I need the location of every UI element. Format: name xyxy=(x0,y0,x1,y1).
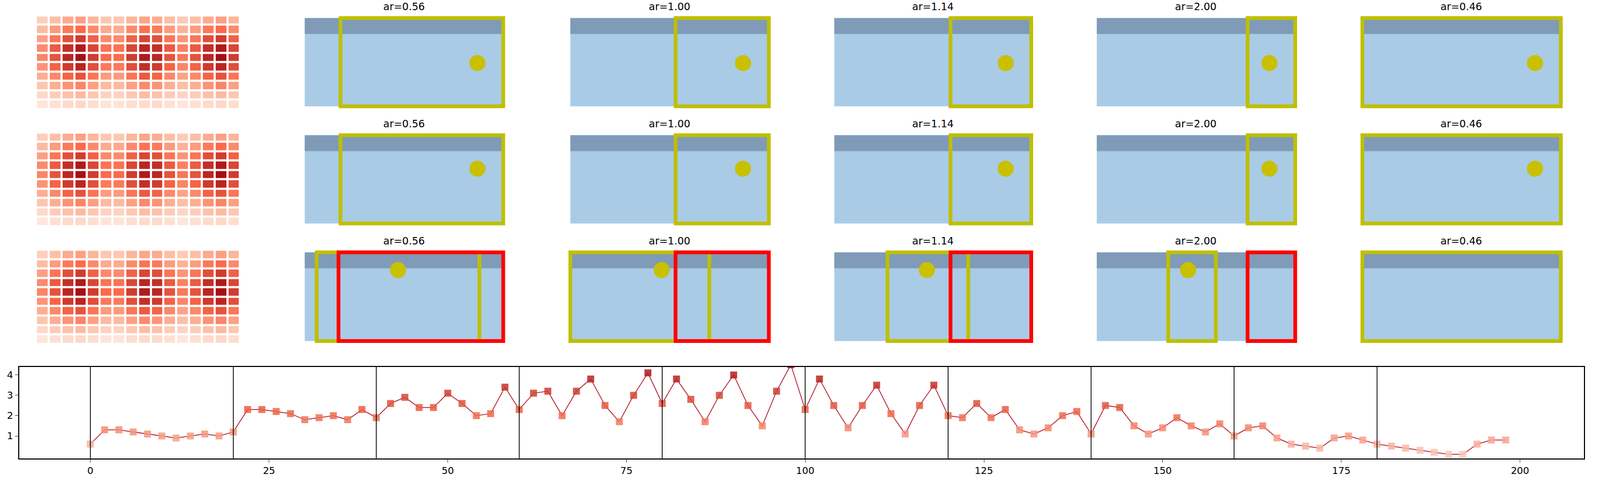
svg-text:ar=1.14: ar=1.14 xyxy=(912,117,954,130)
svg-text:3: 3 xyxy=(6,389,13,401)
svg-text:ar=0.56: ar=0.56 xyxy=(383,234,426,247)
svg-text:ar=1.00: ar=1.00 xyxy=(648,0,691,13)
svg-text:0: 0 xyxy=(87,465,94,477)
svg-text:75: 75 xyxy=(620,465,633,477)
svg-text:175: 175 xyxy=(1332,465,1351,477)
svg-text:25: 25 xyxy=(262,465,276,477)
svg-text:1: 1 xyxy=(6,430,13,442)
svg-text:100: 100 xyxy=(795,465,815,477)
svg-text:4: 4 xyxy=(6,369,13,381)
svg-text:50: 50 xyxy=(441,465,454,477)
svg-text:200: 200 xyxy=(1510,465,1529,477)
svg-text:ar=0.46: ar=0.46 xyxy=(1440,0,1483,13)
svg-text:150: 150 xyxy=(1153,465,1172,477)
svg-text:ar=2.00: ar=2.00 xyxy=(1174,234,1217,247)
svg-text:2: 2 xyxy=(6,410,13,422)
svg-text:ar=0.46: ar=0.46 xyxy=(1440,234,1483,247)
svg-text:ar=1.14: ar=1.14 xyxy=(912,0,954,13)
svg-text:ar=0.56: ar=0.56 xyxy=(383,117,426,130)
svg-text:ar=2.00: ar=2.00 xyxy=(1174,0,1217,13)
svg-text:ar=0.56: ar=0.56 xyxy=(383,0,426,13)
svg-text:ar=1.00: ar=1.00 xyxy=(648,234,691,247)
svg-text:ar=0.46: ar=0.46 xyxy=(1440,117,1483,130)
svg-text:ar=1.00: ar=1.00 xyxy=(648,117,691,130)
svg-text:ar=2.00: ar=2.00 xyxy=(1174,117,1217,130)
svg-text:ar=1.14: ar=1.14 xyxy=(912,234,954,247)
svg-text:125: 125 xyxy=(974,465,993,477)
